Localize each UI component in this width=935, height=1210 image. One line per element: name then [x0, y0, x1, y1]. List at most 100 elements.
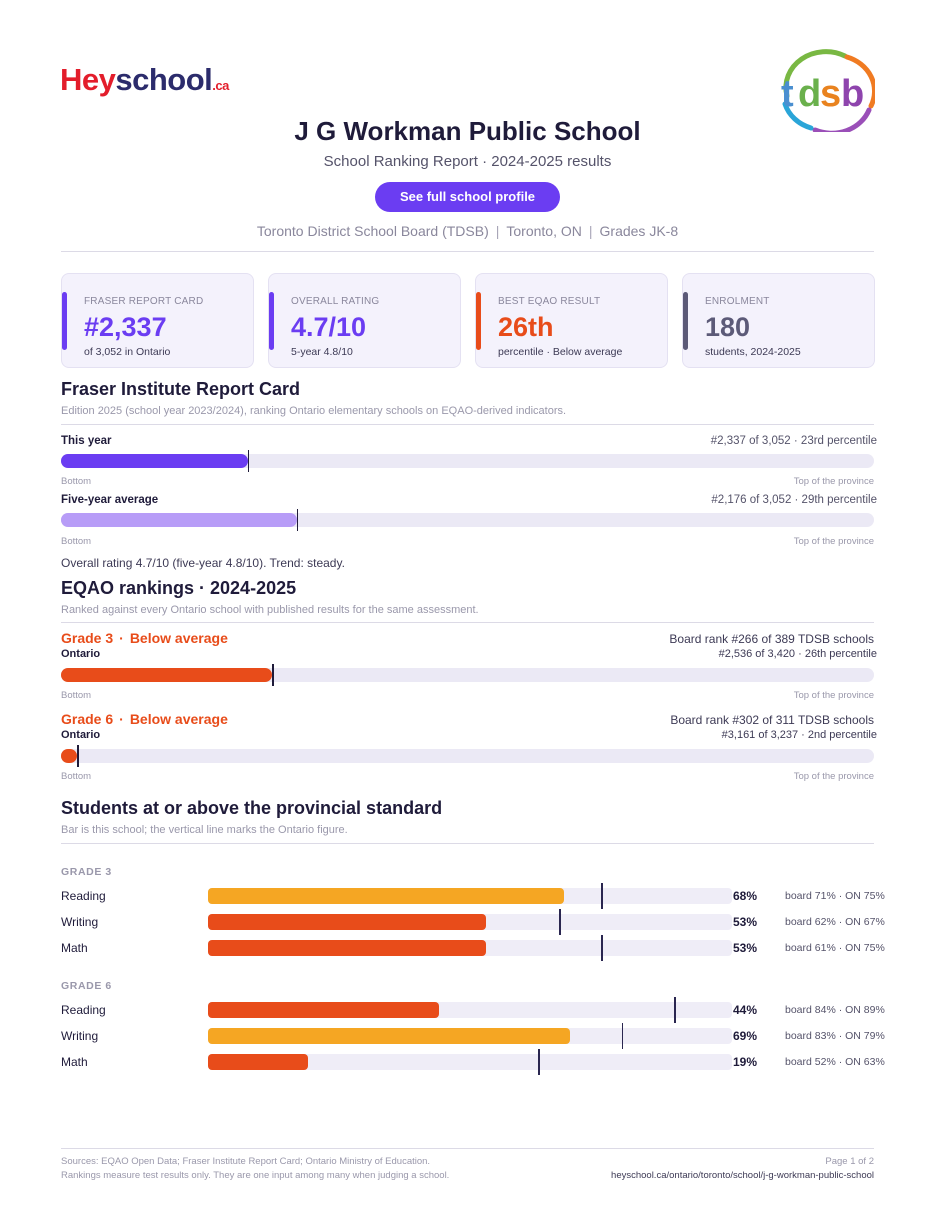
axis-bottom-label: Bottom	[61, 690, 92, 701]
eqao-grade6-marker	[77, 745, 79, 767]
fraser-five-year-rank: #2,176 of 3,052 · 29th percentile	[711, 494, 877, 506]
grade6-writing-ontario-marker	[621, 1023, 624, 1049]
eqao-grade3-track	[61, 664, 874, 686]
eqao-grade3-fill	[61, 668, 273, 682]
fraser-five-year-label: Five-year average	[61, 494, 159, 506]
grade6-writing-label: Writing	[61, 1029, 99, 1043]
card-overall-rating: OVERALL RATING 4.7/10 5-year 4.8/10	[268, 273, 461, 368]
fraser-this-year-track	[61, 450, 874, 472]
axis-top-label: Top of the province	[793, 536, 874, 547]
grade3-writing-track	[208, 909, 732, 935]
page-subtitle: School Ranking Report · 2024-2025 result…	[323, 153, 612, 170]
tdsb-logo: t d s b	[781, 49, 875, 132]
footer-disclaimer: Rankings measure test results only. They…	[61, 1170, 450, 1181]
footer-divider	[61, 1148, 874, 1149]
grade6-reading-school-bar	[208, 1002, 439, 1018]
axis-bottom-label: Bottom	[61, 771, 92, 782]
page-title: J G Workman Public School	[294, 116, 641, 146]
grade3-reading-track	[208, 883, 732, 909]
grade3-writing-comparison: board 62% · ON 67%	[785, 916, 885, 928]
grade3-reading-label: Reading	[61, 889, 106, 903]
overall-rating-note: Overall rating 4.7/10 (five-year 4.8/10)…	[61, 556, 345, 570]
eqao-grade3-board-rank: Board rank #266 of 389 TDSB schools	[669, 632, 874, 646]
grade3-math-label: Math	[61, 941, 88, 955]
eqao-grade3-scope: Ontario	[61, 648, 101, 660]
grade6-reading-ontario-marker	[674, 997, 676, 1023]
card-best-eqao: BEST EQAO RESULT 26th percentile · Below…	[475, 273, 668, 368]
svg-text:b: b	[841, 73, 864, 115]
svg-text:t: t	[781, 73, 794, 115]
grade6-math-school-bar	[208, 1054, 308, 1070]
heyschool-logo: Heyschool.ca	[60, 62, 229, 97]
eqao-grade3-marker	[272, 664, 274, 686]
fraser-this-year-fill	[61, 454, 248, 468]
grade3-math-percent: 53%	[733, 941, 758, 955]
grade6-math-label: Math	[61, 1055, 88, 1069]
eqao-grade6-heading: Grade 6 · Below average	[61, 711, 228, 727]
card-accent	[476, 292, 481, 350]
eqao-grade3-heading: Grade 3 · Below average	[61, 630, 228, 646]
eqao-grade6-track	[61, 745, 874, 767]
eqao-description: Ranked against every Ontario school with…	[61, 604, 479, 616]
eqao-grade3-ontario-rank: #2,536 of 3,420 · 26th percentile	[718, 648, 877, 660]
eqao-grade6-ontario-rank: #3,161 of 3,237 · 2nd percentile	[721, 729, 877, 741]
grade6-writing-comparison: board 83% · ON 79%	[785, 1030, 885, 1042]
card-accent	[62, 292, 67, 350]
axis-top-label: Top of the province	[793, 476, 874, 487]
axis-bottom-label: Bottom	[61, 536, 92, 547]
svg-text:d: d	[798, 73, 821, 115]
grade3-reading-school-bar	[208, 888, 565, 904]
grade6-math-track	[208, 1049, 732, 1075]
grade3-reading-comparison: board 71% · ON 75%	[785, 890, 885, 902]
grade3-reading-ontario-marker	[601, 883, 603, 909]
card-accent	[683, 292, 688, 350]
footer-page-number: Page 1 of 2	[825, 1156, 874, 1167]
footer-sources: Sources: EQAO Open Data; Fraser Institut…	[61, 1156, 431, 1167]
card-enrolment: ENROLMENT 180 students, 2024-2025	[682, 273, 875, 368]
grade6-writing-school-bar	[208, 1028, 570, 1044]
footer-url[interactable]: heyschool.ca/ontario/toronto/school/j-g-…	[611, 1170, 874, 1181]
school-meta: Toronto District School Board (TDSB) | Tor…	[256, 223, 679, 239]
axis-top-label: Top of the province	[793, 771, 874, 782]
fraser-five-year-fill	[61, 513, 297, 527]
divider	[61, 251, 874, 252]
eqao-grade6-board-rank: Board rank #302 of 311 TDSB schools	[670, 713, 874, 727]
see-full-profile-button[interactable]: See full school profile	[375, 182, 560, 212]
divider	[61, 843, 874, 844]
axis-top-label: Top of the province	[793, 690, 874, 701]
fraser-five-year-track	[61, 509, 874, 531]
grade3-group-label: GRADE 3	[61, 866, 112, 878]
divider	[61, 424, 874, 425]
grade3-math-comparison: board 61% · ON 75%	[785, 942, 885, 954]
grade6-math-comparison: board 52% · ON 63%	[785, 1056, 885, 1068]
grade3-writing-percent: 53%	[733, 915, 758, 929]
eqao-grade6-scope: Ontario	[61, 729, 101, 741]
grade3-math-ontario-marker	[601, 935, 603, 961]
grade6-reading-comparison: board 84% · ON 89%	[785, 1004, 885, 1016]
standard-description: Bar is this school; the vertical line ma…	[61, 824, 348, 836]
grade3-writing-label: Writing	[61, 915, 99, 929]
fraser-this-year-label: This year	[61, 435, 112, 447]
grade3-writing-school-bar	[208, 914, 486, 930]
eqao-grade6-fill	[61, 749, 78, 763]
grade6-reading-label: Reading	[61, 1003, 106, 1017]
grade6-reading-track	[208, 997, 732, 1023]
fraser-description: Edition 2025 (school year 2023/2024), ra…	[61, 405, 567, 417]
grade6-math-ontario-marker	[538, 1049, 540, 1075]
grade3-math-school-bar	[208, 940, 486, 956]
grade3-reading-percent: 68%	[733, 889, 758, 903]
fraser-this-year-marker	[247, 450, 250, 472]
divider	[61, 622, 874, 623]
grade6-writing-percent: 69%	[733, 1029, 758, 1043]
fraser-this-year-rank: #2,337 of 3,052 · 23rd percentile	[710, 435, 877, 447]
axis-bottom-label: Bottom	[61, 476, 92, 487]
card-fraser-report: FRASER REPORT CARD #2,337 of 3,052 in On…	[61, 273, 254, 368]
svg-text:s: s	[820, 73, 841, 115]
grade6-group-label: GRADE 6	[61, 980, 112, 992]
standard-heading: Students at or above the provincial stan…	[61, 798, 443, 818]
grade6-writing-track	[208, 1023, 732, 1049]
fraser-five-year-marker	[296, 509, 299, 531]
eqao-heading: EQAO rankings · 2024-2025	[61, 578, 297, 598]
grade6-reading-percent: 44%	[733, 1003, 758, 1017]
grade3-math-track	[208, 935, 732, 961]
